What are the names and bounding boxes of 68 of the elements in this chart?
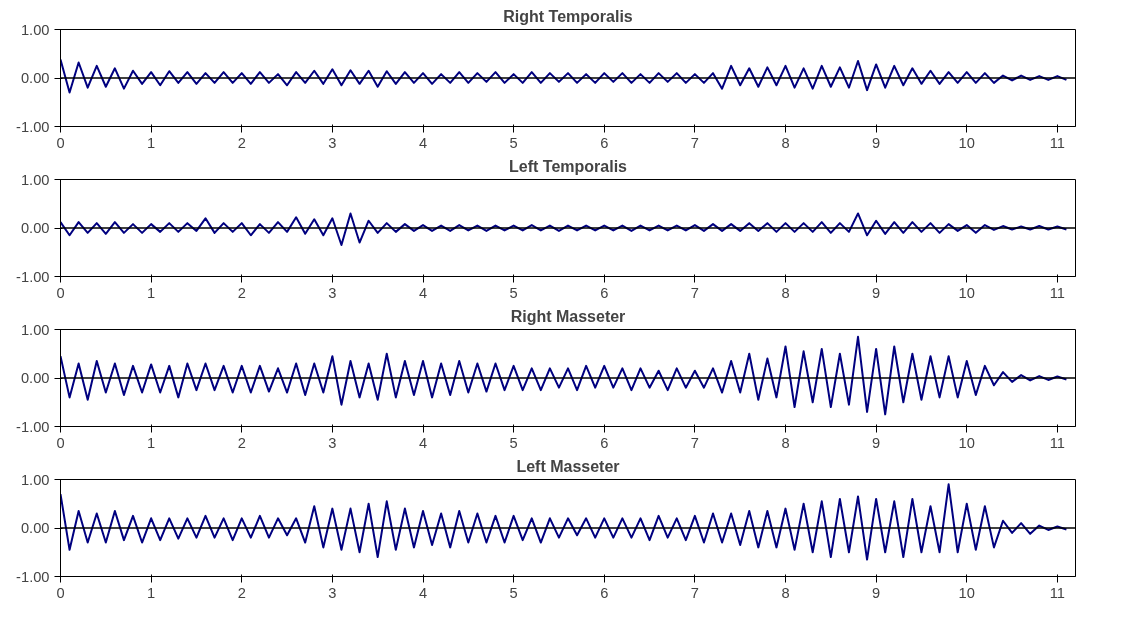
x-tick-label: 11 [1049,134,1065,151]
y-tick-label: -1.00 [16,268,50,285]
x-tick-label: 6 [600,434,609,451]
chart-title: Right Temporalis [503,7,633,25]
x-tick-label: 9 [872,434,881,451]
x-tick-label: 4 [418,284,428,301]
x-tick-label: 8 [781,434,790,451]
x-tick-label: 4 [418,134,428,151]
x-tick-label: 10 [958,134,975,151]
x-tick-label: 3 [328,434,337,451]
x-tick-label: 2 [237,584,246,601]
x-tick-label: 4 [418,434,428,451]
y-tick-label: -1.00 [16,418,50,435]
chart-title: Left Temporalis [509,157,628,175]
chart-title: Right Masseter [510,307,626,325]
x-tick-label: 5 [509,584,518,601]
x-tick-label: 11 [1049,584,1065,601]
x-tick-label: 6 [600,584,609,601]
x-tick-label: 1 [147,284,156,301]
x-tick-label: 7 [690,434,699,451]
x-tick-label: 3 [328,584,337,601]
x-tick-label: 10 [958,284,975,301]
x-tick-label: 0 [56,134,65,151]
x-tick-label: 10 [958,584,975,601]
x-tick-label: 0 [56,584,65,601]
y-tick-label: -1.00 [16,568,50,585]
x-tick-label: 7 [690,584,699,601]
x-tick-label: 3 [328,134,337,151]
x-tick-label: 2 [237,284,246,301]
x-tick-label: 11 [1049,284,1065,301]
y-tick-label: 0.00 [20,520,50,536]
x-tick-label: 9 [872,284,881,301]
chart-title: Left Masseter [516,457,620,475]
y-tick-label: 1.00 [20,321,50,338]
x-tick-label: 9 [872,134,881,151]
x-tick-label: 0 [56,434,65,451]
x-tick-label: 2 [237,134,246,151]
x-tick-label: 0 [56,284,65,301]
x-tick-label: 11 [1049,434,1065,451]
x-tick-label: 1 [147,434,156,451]
y-tick-label: -1.00 [16,118,50,135]
y-tick-label: 1.00 [20,21,50,38]
x-tick-label: 1 [147,584,156,601]
x-tick-label: 8 [781,284,790,301]
x-tick-label: 3 [328,284,337,301]
x-tick-label: 6 [600,284,609,301]
x-tick-label: 10 [958,434,975,451]
y-tick-label: 1.00 [20,471,50,488]
line-series [60,212,1068,246]
x-tick-label: 8 [781,584,790,601]
x-tick-label: 7 [690,284,699,301]
x-tick-label: 9 [872,584,881,601]
x-tick-label: 8 [781,134,790,151]
x-tick-label: 5 [509,284,518,301]
y-tick-label: 1.00 [20,171,50,188]
line-series [60,335,1068,416]
x-tick-label: 2 [237,434,246,451]
line-series [60,483,1068,561]
x-tick-label: 4 [418,584,428,601]
y-tick-label: 0.00 [20,220,50,236]
y-tick-label: 0.00 [20,70,50,86]
line-series [60,58,1068,94]
x-tick-label: 7 [690,134,699,151]
x-tick-label: 1 [147,134,156,151]
x-tick-label: 5 [509,434,518,451]
x-tick-label: 6 [600,134,609,151]
x-tick-label: 5 [509,134,518,151]
y-tick-label: 0.00 [20,370,50,386]
